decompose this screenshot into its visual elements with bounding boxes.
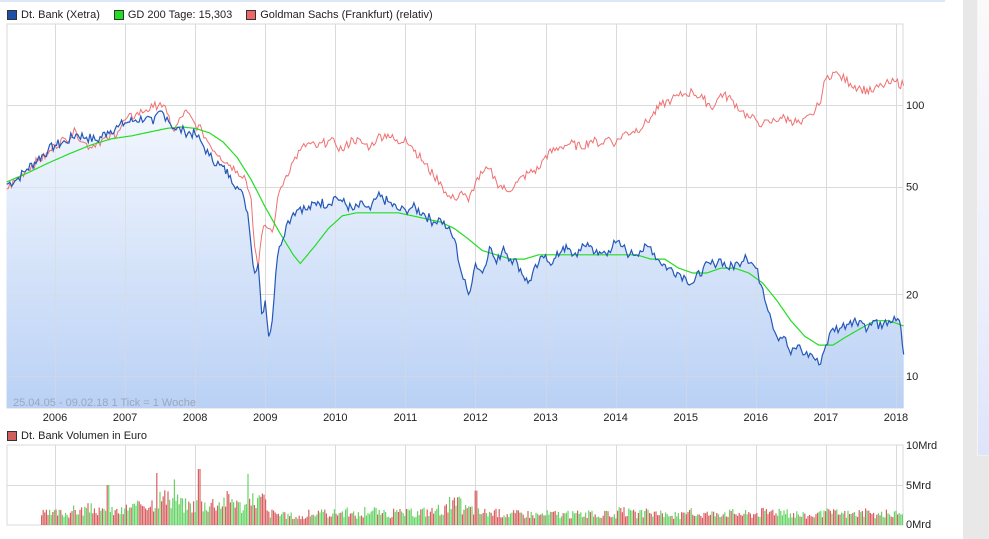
legend-swatch-green-icon	[113, 10, 124, 20]
x-axis-labels: 2006 2007 2008 2009 2010 2011 2012 2013 2014 2015…	[43, 412, 908, 424]
svg-text:100: 100	[906, 100, 924, 112]
chart-legend: Dt. Bank (Xetra) GD 200 Tage: 15,303 Gol…	[7, 8, 447, 22]
svg-text:2016: 2016	[744, 412, 768, 424]
y-axis-labels: 100 50 20 10	[906, 100, 924, 383]
dt-bank-line	[6, 110, 905, 366]
svg-text:5Mrd: 5Mrd	[906, 480, 931, 492]
legend-item-dt-bank[interactable]: Dt. Bank (Xetra)	[7, 9, 100, 21]
svg-text:2006: 2006	[43, 412, 67, 424]
svg-text:2018: 2018	[884, 412, 908, 424]
legend-label: Dt. Bank (Xetra)	[21, 9, 100, 21]
volume-legend-label: Dt. Bank Volumen in Euro	[21, 430, 147, 442]
legend-swatch-blue-icon	[7, 10, 17, 20]
svg-text:2007: 2007	[113, 412, 137, 424]
ma200-line	[6, 126, 904, 346]
volume-bars	[41, 469, 903, 525]
legend-label: GD 200 Tage: 15,303	[127, 9, 233, 21]
svg-text:0Mrd: 0Mrd	[906, 519, 931, 531]
volume-axis-labels: 10Mrd 5Mrd 0Mrd	[906, 440, 937, 531]
goldman-line	[6, 70, 905, 269]
legend-label: Goldman Sachs (Frankfurt) (relativ)	[260, 9, 433, 21]
svg-text:2014: 2014	[603, 412, 627, 424]
svg-text:2013: 2013	[533, 412, 557, 424]
volume-legend: Dt. Bank Volumen in Euro	[7, 430, 147, 442]
legend-swatch-red-icon	[246, 10, 257, 20]
legend-item-goldman[interactable]: Goldman Sachs (Frankfurt) (relativ)	[246, 9, 433, 21]
svg-text:50: 50	[906, 182, 918, 194]
top-bar	[0, 0, 945, 2]
svg-text:2010: 2010	[323, 412, 347, 424]
svg-text:10: 10	[906, 371, 918, 383]
legend-swatch-volume-icon	[7, 431, 17, 441]
svg-text:2008: 2008	[183, 412, 207, 424]
side-panel-gradient	[977, 0, 989, 456]
svg-text:2009: 2009	[253, 412, 277, 424]
svg-text:20: 20	[906, 289, 918, 301]
svg-text:2017: 2017	[814, 412, 838, 424]
svg-text:2015: 2015	[673, 412, 697, 424]
svg-text:2011: 2011	[394, 412, 418, 424]
legend-item-gd200[interactable]: GD 200 Tage: 15,303	[113, 9, 233, 21]
date-range-label: 25.04.05 - 09.02.18 1 Tick = 1 Woche	[13, 397, 196, 409]
svg-text:2012: 2012	[463, 412, 487, 424]
svg-text:10Mrd: 10Mrd	[906, 440, 937, 452]
price-area	[6, 111, 904, 408]
